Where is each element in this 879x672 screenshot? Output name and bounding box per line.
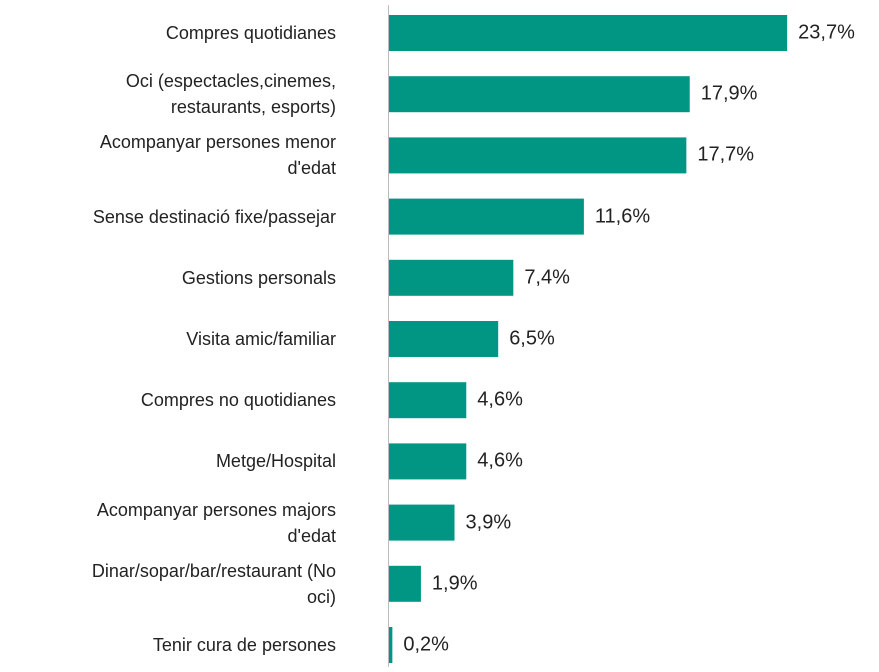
category-label: Acompanyar persones majors d'edat xyxy=(96,499,336,546)
value-label: 4,6% xyxy=(477,449,523,472)
bar xyxy=(389,15,788,51)
value-label: 17,9% xyxy=(700,82,758,105)
value-label: 7,4% xyxy=(524,266,570,289)
bar xyxy=(389,565,421,602)
category-label: Sense destinació fixe/passejar xyxy=(92,206,336,227)
value-label: 0,2% xyxy=(403,633,449,656)
bar xyxy=(389,443,467,480)
category-label: Visita amic/familiar xyxy=(186,329,336,349)
category-label: Metge/Hospital xyxy=(215,451,336,472)
category-label: Tenir cura de persones xyxy=(152,635,336,655)
bar xyxy=(389,382,467,419)
category-label: Dinar/sopar/bar/restaurant (No oci) xyxy=(91,560,336,607)
bar xyxy=(389,321,499,357)
value-label: 6,5% xyxy=(509,327,555,350)
bar xyxy=(389,198,584,235)
category-label: Compres no quotidianes xyxy=(140,390,336,411)
value-label: 23,7% xyxy=(798,21,855,44)
category-label: Gestions personals xyxy=(181,267,336,288)
value-label: 3,9% xyxy=(465,511,512,534)
category-label: Oci (espectacles,cinemes, restaurants, e… xyxy=(125,71,336,118)
bar xyxy=(389,76,690,113)
bar xyxy=(389,504,455,541)
bar xyxy=(389,627,393,663)
bar xyxy=(389,259,514,296)
bar xyxy=(389,137,687,174)
value-label: 4,6% xyxy=(477,388,523,411)
value-label: 1,9% xyxy=(431,572,478,595)
category-label: Acompanyar persones menor d'edat xyxy=(99,132,336,179)
value-label: 11,6% xyxy=(594,205,651,228)
value-label: 17,7% xyxy=(697,143,755,166)
category-label: Compres quotidianes xyxy=(165,23,336,43)
